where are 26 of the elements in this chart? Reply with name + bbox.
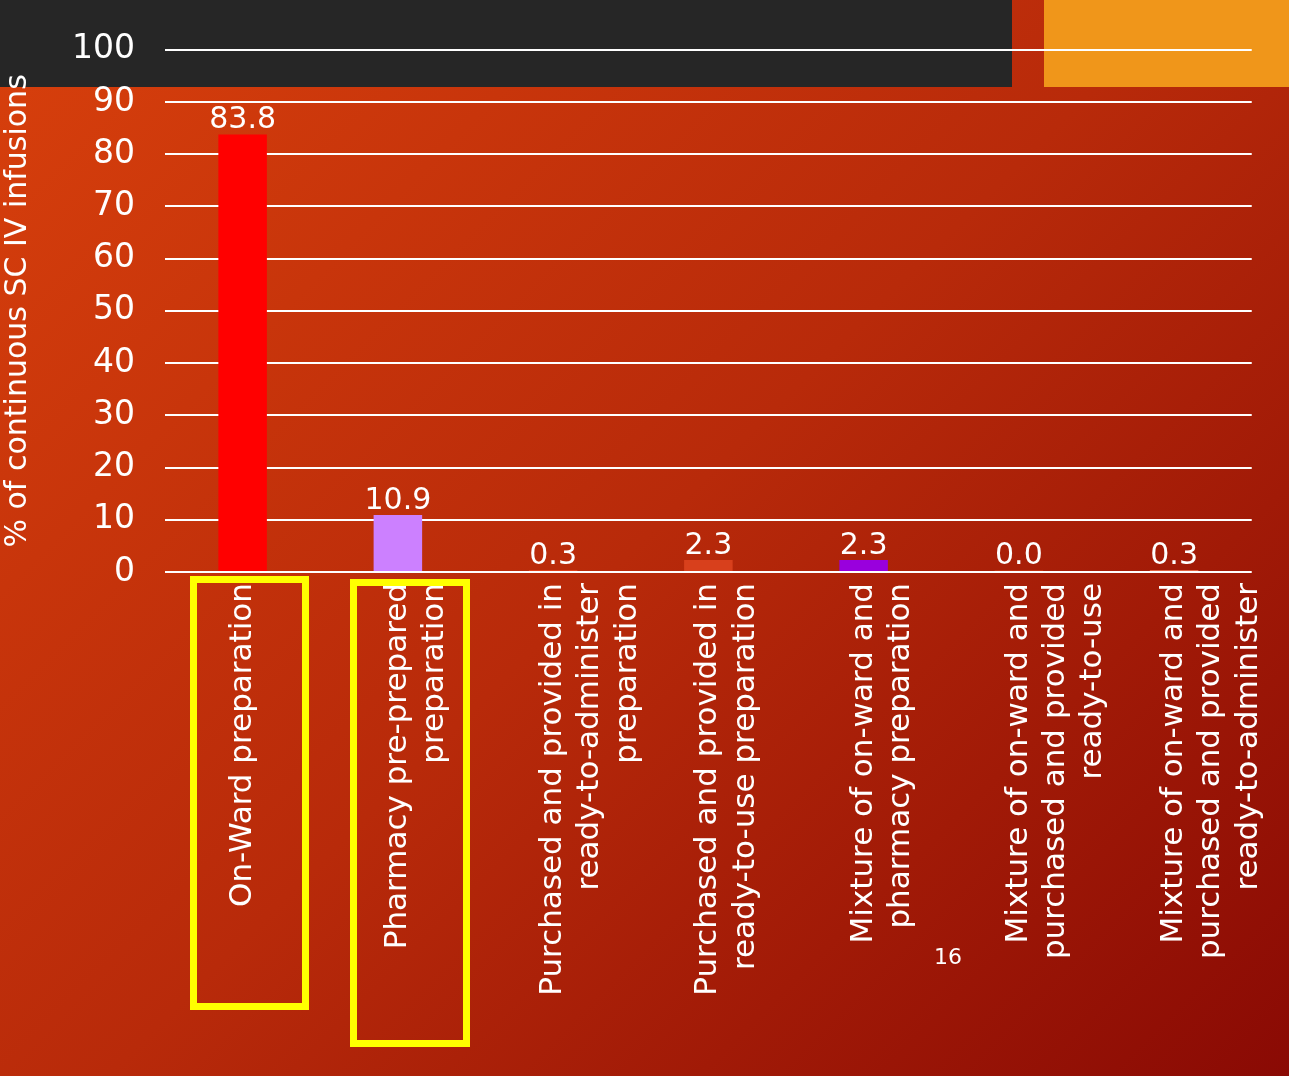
bar <box>684 559 733 571</box>
y-tick-label: 100 <box>72 27 135 67</box>
y-tick-label: 60 <box>93 236 135 276</box>
data-label: 0.3 <box>1150 536 1198 571</box>
y-tick-label: 0 <box>114 549 135 589</box>
y-tick-label: 10 <box>93 497 135 537</box>
bar <box>373 515 423 571</box>
x-tick-label: Pharmacy pre-prepared preparation <box>376 583 451 950</box>
y-tick-label: 30 <box>93 392 135 432</box>
x-tick-label: On-Ward preparation <box>221 583 258 907</box>
bar <box>218 134 267 571</box>
y-tick-label: 90 <box>93 79 135 119</box>
data-label: 83.8 <box>209 100 277 136</box>
bar <box>839 559 888 571</box>
data-label: 0.0 <box>995 536 1043 571</box>
data-label: 0.3 <box>529 536 577 571</box>
data-label: 2.3 <box>684 525 733 561</box>
data-label: 2.3 <box>839 525 888 561</box>
data-label: 10.9 <box>364 481 432 517</box>
y-tick-label: 70 <box>93 184 135 224</box>
y-tick-label: 80 <box>93 131 135 171</box>
y-tick-label: 50 <box>93 288 135 328</box>
y-tick-label: 40 <box>93 340 135 380</box>
text: 16 <box>934 944 962 969</box>
y-tick-label: 20 <box>93 445 135 485</box>
y-axis-title: % of continuous SC IV infusions <box>0 74 33 548</box>
